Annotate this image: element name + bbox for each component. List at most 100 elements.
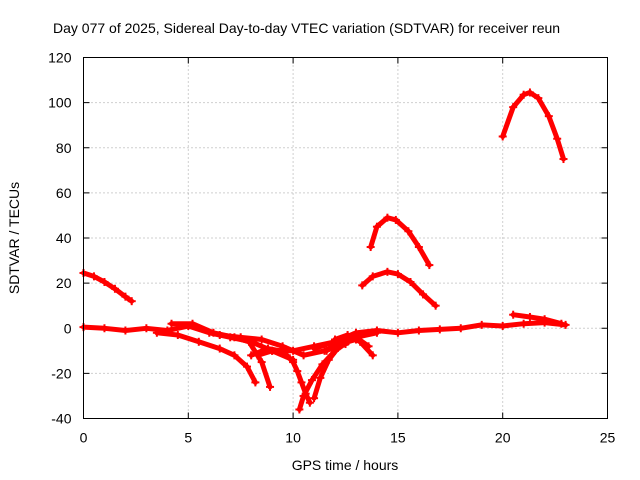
data-point — [498, 321, 507, 330]
data-point — [534, 94, 543, 103]
data-point — [215, 344, 224, 353]
data-point — [414, 243, 423, 252]
data-point — [121, 292, 130, 301]
data-point — [268, 346, 277, 355]
data-point — [322, 346, 331, 355]
series-arc-3 — [368, 215, 432, 268]
data-point — [331, 337, 340, 346]
plot-frame — [83, 57, 608, 419]
data-point — [406, 277, 415, 286]
data-point — [372, 328, 381, 337]
data-point — [519, 90, 528, 99]
axis-ticks — [83, 57, 608, 419]
data-point — [100, 277, 109, 286]
data-point — [167, 319, 176, 328]
data-point — [266, 382, 275, 391]
y-tick-label: -20 — [51, 365, 71, 381]
data-point — [215, 331, 224, 340]
data-point — [253, 351, 262, 360]
data-point — [310, 342, 319, 351]
data-point — [257, 335, 266, 344]
data-point — [257, 358, 266, 367]
data-point — [299, 351, 308, 360]
data-point — [173, 331, 182, 340]
data-point — [383, 213, 392, 222]
data-point — [456, 324, 465, 333]
data-point — [89, 272, 98, 281]
series-flat-2 — [510, 312, 564, 327]
plot-area — [79, 88, 570, 414]
x-tick-label: 20 — [495, 430, 511, 446]
y-tick-labels: -40 -20 0 20 40 60 80 100 120 — [48, 50, 72, 427]
data-point — [305, 398, 314, 407]
data-point — [368, 272, 377, 281]
data-point — [544, 112, 553, 121]
data-point — [431, 301, 440, 310]
data-point — [364, 342, 373, 351]
data-point — [236, 333, 245, 342]
x-tick-labels: 0 5 10 15 20 25 — [80, 430, 616, 446]
x-tick-label: 5 — [184, 430, 192, 446]
x-tick-label: 15 — [390, 430, 406, 446]
data-point — [251, 378, 260, 387]
data-point — [393, 270, 402, 279]
data-point — [297, 378, 306, 387]
data-point — [435, 325, 444, 334]
data-point — [553, 134, 562, 143]
y-tick-label: 0 — [64, 320, 72, 336]
x-axis-title: GPS time / hours — [292, 457, 399, 473]
data-point — [194, 337, 203, 346]
data-point — [540, 315, 549, 324]
data-point — [525, 88, 534, 97]
data-point — [293, 367, 302, 376]
y-tick-label: 120 — [48, 50, 72, 66]
data-point — [142, 324, 151, 333]
data-point — [299, 391, 308, 400]
data-point — [307, 376, 316, 385]
data-point — [316, 373, 325, 382]
data-point — [414, 326, 423, 335]
data-point — [188, 319, 197, 328]
data-point — [121, 326, 130, 335]
data-point — [310, 394, 319, 403]
y-axis-title: SDTVAR / TECUs — [6, 182, 22, 294]
data-point — [525, 312, 534, 321]
data-point — [404, 227, 413, 236]
data-point — [372, 222, 381, 231]
x-tick-label: 10 — [285, 430, 301, 446]
data-point — [498, 132, 507, 141]
data-point — [324, 355, 333, 364]
y-tick-label: 40 — [56, 230, 72, 246]
data-point — [391, 215, 400, 224]
data-point — [289, 346, 298, 355]
data-point — [559, 155, 568, 164]
data-point — [230, 351, 239, 360]
data-point — [393, 328, 402, 337]
data-point — [366, 243, 375, 252]
data-point — [368, 351, 377, 360]
data-point — [509, 310, 518, 319]
data-point — [209, 328, 218, 337]
data-point — [425, 261, 434, 270]
data-point — [351, 333, 360, 342]
y-tick-label: 20 — [56, 275, 72, 291]
grid — [83, 57, 608, 419]
x-tick-label: 25 — [600, 430, 616, 446]
data-point — [557, 319, 566, 328]
x-tick-label: 0 — [80, 430, 88, 446]
data-point — [295, 405, 304, 414]
data-point — [110, 284, 119, 293]
data-point — [477, 320, 486, 329]
data-point — [419, 290, 428, 299]
data-point — [127, 297, 136, 306]
data-point — [242, 362, 251, 371]
data-point — [152, 328, 161, 337]
series-arc-2 — [500, 90, 566, 162]
y-tick-label: 60 — [56, 185, 72, 201]
y-tick-label: -40 — [51, 411, 71, 427]
data-point — [289, 358, 298, 367]
chart-title: Day 077 of 2025, Sidereal Day-to-day VTE… — [53, 20, 560, 36]
data-point — [100, 324, 109, 333]
y-tick-label: 100 — [48, 95, 72, 111]
